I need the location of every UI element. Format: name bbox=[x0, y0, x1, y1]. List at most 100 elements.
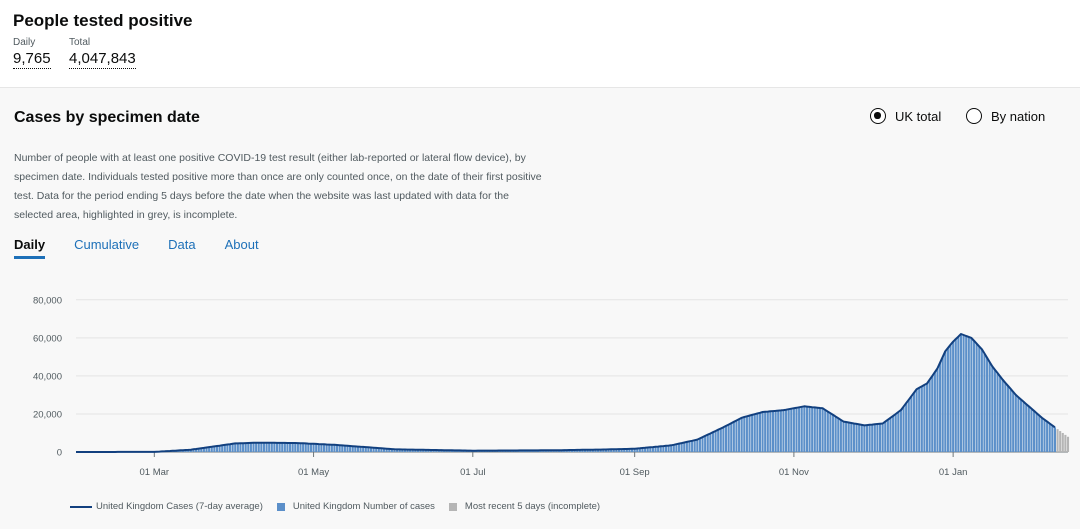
cases-bar bbox=[229, 444, 231, 452]
cases-bar bbox=[910, 396, 912, 452]
cases-bar bbox=[715, 431, 717, 452]
cases-bar bbox=[263, 443, 265, 452]
cases-bar bbox=[712, 432, 714, 452]
cases-bar bbox=[973, 341, 975, 452]
cases-bar bbox=[981, 349, 983, 452]
cases-bar bbox=[756, 413, 758, 452]
cases-bar bbox=[709, 433, 711, 452]
cases-bar bbox=[994, 370, 996, 452]
cases-bar bbox=[965, 336, 967, 452]
cases-bar bbox=[788, 409, 790, 452]
cases-bar bbox=[918, 388, 920, 452]
cases-bar bbox=[1030, 409, 1032, 452]
legend-label-cases: United Kingdom Number of cases bbox=[293, 501, 435, 512]
cases-bar bbox=[947, 348, 949, 452]
incomplete-bar bbox=[1064, 435, 1066, 452]
cases-bar bbox=[281, 443, 283, 452]
cases-bar bbox=[681, 443, 683, 452]
cases-bar bbox=[266, 443, 268, 452]
cases-bar bbox=[785, 410, 787, 452]
cases-bar bbox=[832, 415, 834, 452]
legend-bar-swatch bbox=[277, 503, 285, 511]
cases-bar bbox=[809, 407, 811, 452]
cases-bar bbox=[858, 424, 860, 452]
cases-bar bbox=[696, 440, 698, 452]
cases-bar bbox=[822, 408, 824, 452]
cases-bar bbox=[970, 338, 972, 452]
cases-bar bbox=[717, 430, 719, 452]
cases-bar bbox=[942, 357, 944, 452]
cases-bar bbox=[931, 376, 933, 452]
cases-bar bbox=[320, 444, 322, 452]
cases-bar bbox=[746, 416, 748, 452]
cases-bar bbox=[292, 443, 294, 452]
cases-bar bbox=[816, 408, 818, 452]
cases-bar bbox=[258, 443, 260, 452]
cases-bar bbox=[683, 442, 685, 452]
cases-bar bbox=[837, 418, 839, 452]
cases-bar bbox=[260, 443, 262, 452]
cases-bar bbox=[795, 408, 797, 452]
cases-bar bbox=[798, 407, 800, 452]
incomplete-bar bbox=[1062, 433, 1064, 452]
cases-bar bbox=[879, 424, 881, 452]
cases-bar bbox=[853, 423, 855, 452]
cases-bar bbox=[876, 424, 878, 452]
cases-bar bbox=[284, 443, 286, 452]
chart-card: Cases by specimen date UK total By natio… bbox=[0, 87, 1080, 529]
cases-bar bbox=[957, 337, 959, 452]
total-metric: Total 4,047,843 bbox=[69, 37, 136, 69]
legend-item-average[interactable]: United Kingdom Cases (7-day average) bbox=[70, 501, 263, 512]
cases-bar bbox=[701, 437, 703, 452]
cases-bar bbox=[923, 385, 925, 452]
cases-bar bbox=[955, 339, 957, 452]
cases-bar bbox=[963, 335, 965, 452]
incomplete-bar bbox=[1067, 437, 1069, 452]
legend-item-cases[interactable]: United Kingdom Number of cases bbox=[277, 501, 435, 512]
cases-bar bbox=[333, 445, 335, 452]
cases-bar bbox=[728, 425, 730, 452]
metrics-header: People tested positive Daily 9,765 Total… bbox=[0, 0, 1080, 87]
cases-bar bbox=[279, 443, 281, 452]
cases-bar bbox=[1046, 422, 1048, 452]
cases-bar bbox=[861, 425, 863, 452]
cases-bar bbox=[887, 420, 889, 452]
cases-bar bbox=[688, 441, 690, 452]
y-tick-label: 40,000 bbox=[33, 371, 62, 382]
cases-bar bbox=[1051, 425, 1053, 452]
cases-bar bbox=[968, 337, 970, 452]
cases-bar bbox=[310, 444, 312, 452]
cases-bar bbox=[827, 412, 829, 452]
cases-bar bbox=[913, 393, 915, 452]
daily-label: Daily bbox=[13, 37, 51, 48]
total-value[interactable]: 4,047,843 bbox=[69, 50, 136, 69]
cases-bar bbox=[829, 413, 831, 452]
cases-bar bbox=[1004, 383, 1006, 452]
y-tick-label: 60,000 bbox=[33, 333, 62, 344]
daily-value[interactable]: 9,765 bbox=[13, 50, 51, 69]
cases-bar bbox=[276, 443, 278, 452]
cases-bar bbox=[1041, 418, 1043, 452]
cases-bar bbox=[936, 368, 938, 452]
cases-bar bbox=[299, 443, 301, 452]
cases-bar bbox=[297, 443, 299, 452]
cases-bar bbox=[305, 443, 307, 452]
cases-bar bbox=[1025, 404, 1027, 452]
legend-item-incomplete[interactable]: Most recent 5 days (incomplete) bbox=[449, 501, 600, 512]
cases-bar bbox=[996, 373, 998, 452]
x-tick-label: 01 Sep bbox=[620, 467, 650, 478]
cases-bar bbox=[777, 411, 779, 452]
cases-bar bbox=[900, 410, 902, 452]
cases-bar bbox=[989, 362, 991, 452]
cases-bar bbox=[811, 407, 813, 452]
cases-bar bbox=[286, 443, 288, 452]
cases-bar bbox=[1028, 406, 1030, 452]
cases-bar bbox=[991, 366, 993, 452]
cases-bar bbox=[237, 443, 239, 452]
cases-bar bbox=[769, 411, 771, 452]
cases-bar bbox=[978, 346, 980, 452]
cases-bar bbox=[255, 443, 257, 452]
cases-bar bbox=[733, 422, 735, 452]
cases-bar bbox=[840, 420, 842, 452]
cases-bar bbox=[819, 408, 821, 452]
